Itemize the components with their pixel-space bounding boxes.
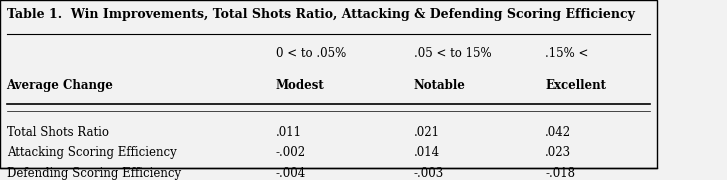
Text: .021: .021 — [414, 126, 440, 139]
Text: Excellent: Excellent — [545, 79, 606, 92]
Text: .011: .011 — [276, 126, 302, 139]
Text: Modest: Modest — [276, 79, 325, 92]
Text: Defending Scoring Efficiency: Defending Scoring Efficiency — [7, 167, 181, 180]
Text: -.004: -.004 — [276, 167, 306, 180]
Text: -.002: -.002 — [276, 147, 306, 159]
Text: Notable: Notable — [414, 79, 466, 92]
Text: .05 < to 15%: .05 < to 15% — [414, 47, 491, 60]
Text: .023: .023 — [545, 147, 571, 159]
Text: .042: .042 — [545, 126, 571, 139]
FancyBboxPatch shape — [0, 0, 657, 168]
Text: Table 1.  Win Improvements, Total Shots Ratio, Attacking & Defending Scoring Eff: Table 1. Win Improvements, Total Shots R… — [7, 8, 635, 21]
Text: -.003: -.003 — [414, 167, 444, 180]
Text: Attacking Scoring Efficiency: Attacking Scoring Efficiency — [7, 147, 177, 159]
Text: Total Shots Ratio: Total Shots Ratio — [7, 126, 108, 139]
Text: .014: .014 — [414, 147, 440, 159]
Text: Average Change: Average Change — [7, 79, 113, 92]
Text: 0 < to .05%: 0 < to .05% — [276, 47, 346, 60]
Text: -.018: -.018 — [545, 167, 575, 180]
Text: .15% <: .15% < — [545, 47, 589, 60]
